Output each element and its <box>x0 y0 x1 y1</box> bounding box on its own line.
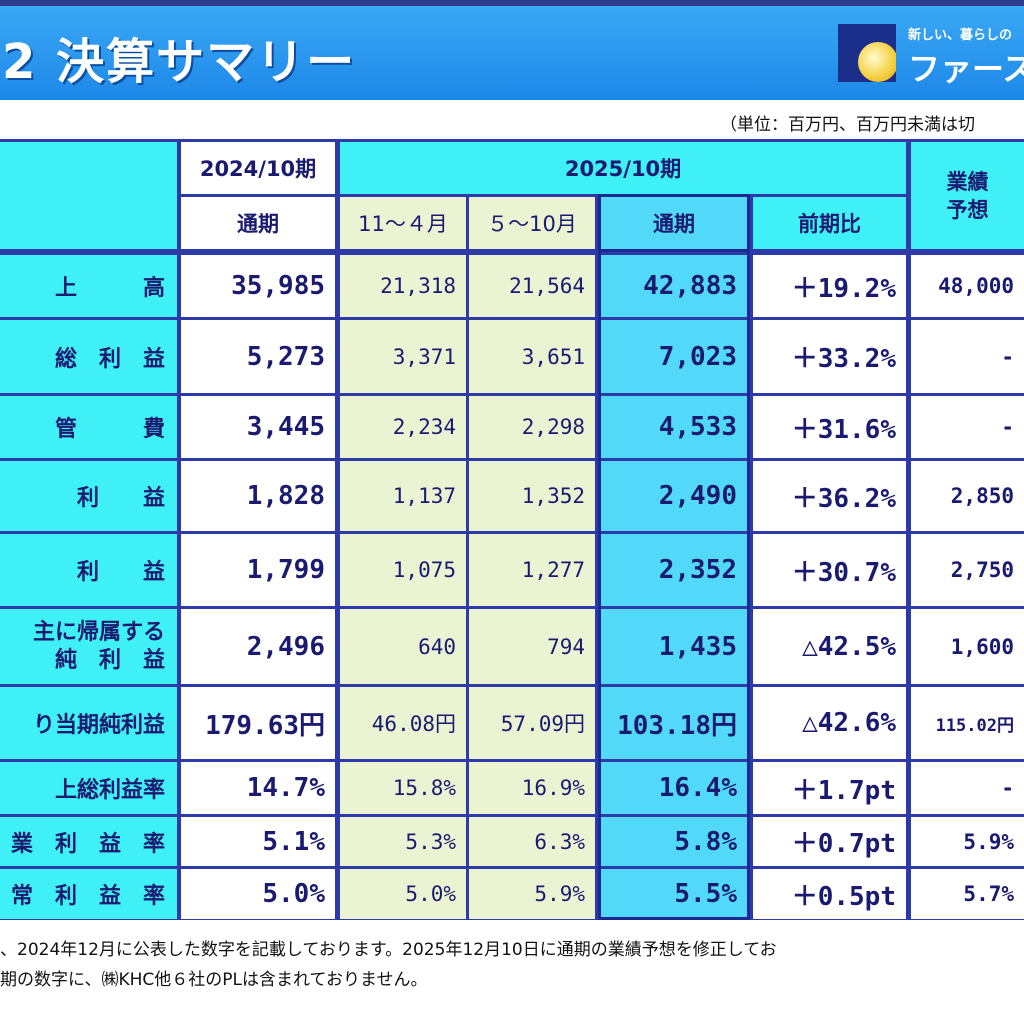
cell-full: 1,435 <box>601 609 747 684</box>
cell-prev: 5,273 <box>181 320 335 393</box>
cell-full: 5.5% <box>601 869 747 919</box>
cell-h1: 21,318 <box>340 255 466 317</box>
footnote-1: 、2024年12月に公表した数字を記載しております。2025年12月10日に通期… <box>0 940 777 960</box>
cell-fc: 115.02円 <box>911 687 1024 759</box>
cell-h1: 3,371 <box>340 320 466 393</box>
row-label-line2: 純 利 益 <box>54 647 165 673</box>
unit-note: （単位：百万円、百万円未満は切 <box>720 115 975 135</box>
cell-prev: 1,828 <box>181 461 335 531</box>
cell-h2: 3,651 <box>469 320 595 393</box>
logo-tagline: 新しい、暮らしの <box>908 28 1013 43</box>
cell-fc: 2,850 <box>911 461 1024 531</box>
cell-label: り当期純利益 <box>0 687 177 759</box>
sun-icon <box>858 42 896 82</box>
cell-h1: 5.3% <box>340 817 466 866</box>
cell-yoy: △42.6% <box>753 687 906 759</box>
summary-table: 2024/10期 2025/10期 業績 予想 通期 11～４月 ５～10月 通… <box>0 139 1024 920</box>
cell-fc: 5.9% <box>911 817 1024 866</box>
cell-fc: 5.7% <box>911 869 1024 919</box>
cell-h1: 2,234 <box>340 396 466 458</box>
cell-label: 業 利 益 率 <box>0 817 177 866</box>
cell-full: 16.4% <box>601 762 747 814</box>
cell-yoy: ＋36.2% <box>753 461 906 531</box>
cell-yoy: △42.5% <box>753 609 906 684</box>
cell-h2: 1,277 <box>469 534 595 606</box>
company-logo: 新しい、暮らしの ファース <box>838 24 1024 90</box>
cell-h2: 6.3% <box>469 817 595 866</box>
top-border-line <box>0 0 1024 6</box>
cell-fc: 2,750 <box>911 534 1024 606</box>
cell-fc: 1,600 <box>911 609 1024 684</box>
cell-fc: - <box>911 762 1024 814</box>
cell-label: 常 利 益 率 <box>0 869 177 919</box>
cell-h1: 640 <box>340 609 466 684</box>
cell-yoy: ＋19.2% <box>753 255 906 317</box>
header-cur-full: 通期 <box>598 194 750 252</box>
cell-full: 7,023 <box>601 320 747 393</box>
cell-h1: 1,075 <box>340 534 466 606</box>
cell-h1: 46.08円 <box>340 687 466 759</box>
cell-label: 上 高 <box>0 255 177 317</box>
cell-prev: 35,985 <box>181 255 335 317</box>
cell-yoy: ＋31.6% <box>753 396 906 458</box>
cell-prev: 3,445 <box>181 396 335 458</box>
cell-label: 総 利 益 <box>0 320 177 393</box>
cell-full: 2,352 <box>601 534 747 606</box>
cell-prev: 5.0% <box>181 869 335 919</box>
header-label-blank <box>0 142 177 249</box>
cell-h1: 1,137 <box>340 461 466 531</box>
cell-prev: 5.1% <box>181 817 335 866</box>
cell-prev: 14.7% <box>181 762 335 814</box>
header-cur-h2: ５～10月 <box>469 197 595 249</box>
cell-h2: 1,352 <box>469 461 595 531</box>
logo-name: ファース <box>908 50 1024 88</box>
cell-prev: 1,799 <box>181 534 335 606</box>
slide-header: 2 決算サマリー 新しい、暮らしの ファース <box>0 6 1024 100</box>
cell-yoy: ＋0.7pt <box>753 817 906 866</box>
cell-yoy: ＋1.7pt <box>753 762 906 814</box>
cell-h2: 57.09円 <box>469 687 595 759</box>
cell-fc: 48,000 <box>911 255 1024 317</box>
header-cur-h1: 11～４月 <box>340 197 466 249</box>
page-title: 2 決算サマリー <box>2 34 357 90</box>
header-prev-full: 通期 <box>181 197 335 249</box>
cell-label: 上総利益率 <box>0 762 177 814</box>
cell-prev: 2,496 <box>181 609 335 684</box>
cell-full: 4,533 <box>601 396 747 458</box>
cell-fc: - <box>911 320 1024 393</box>
cell-h1: 5.0% <box>340 869 466 919</box>
cell-yoy: ＋33.2% <box>753 320 906 393</box>
logo-mark <box>838 24 896 82</box>
cell-h2: 5.9% <box>469 869 595 919</box>
cell-full: 2,490 <box>601 461 747 531</box>
cell-full: 42,883 <box>601 255 747 317</box>
header-forecast: 業績 予想 <box>911 142 1024 249</box>
cell-label: 利 益 <box>0 534 177 606</box>
cell-label: 管 費 <box>0 396 177 458</box>
cell-prev: 179.63円 <box>181 687 335 759</box>
cell-fc: - <box>911 396 1024 458</box>
cell-full: 5.8% <box>601 817 747 866</box>
cell-yoy: ＋30.7% <box>753 534 906 606</box>
header-cur-period: 2025/10期 <box>340 142 906 194</box>
cell-label: 利 益 <box>0 461 177 531</box>
cell-h2: 21,564 <box>469 255 595 317</box>
cell-h1: 15.8% <box>340 762 466 814</box>
row-label: 主に帰属する <box>32 619 165 645</box>
cell-h2: 16.9% <box>469 762 595 814</box>
header-prev-period: 2024/10期 <box>181 142 335 194</box>
cell-h2: 2,298 <box>469 396 595 458</box>
footnote-2: 期の数字に、㈱KHC他６社のPLは含まれておりません。 <box>0 970 428 990</box>
cell-h2: 794 <box>469 609 595 684</box>
header-yoy: 前期比 <box>753 197 906 249</box>
cell-full: 103.18円 <box>601 687 747 759</box>
cell-yoy: ＋0.5pt <box>753 869 906 919</box>
cell-label: 主に帰属する純 利 益 <box>0 609 177 684</box>
